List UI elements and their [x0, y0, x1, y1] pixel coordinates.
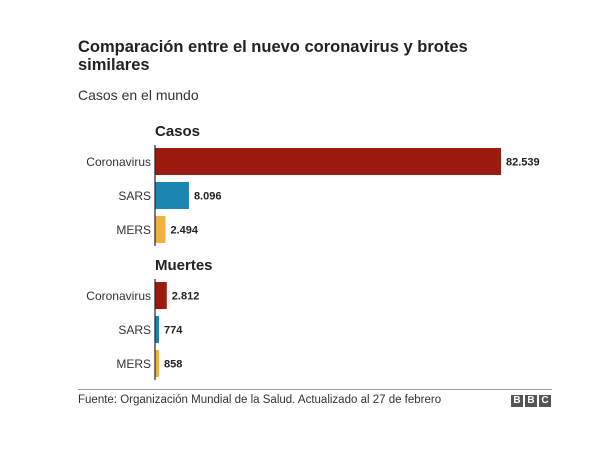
bar-muertes-mers	[155, 350, 159, 377]
category-label-muertes-sars: SARS	[118, 323, 151, 337]
category-label-casos-coronavirus: Coronavirus	[86, 155, 151, 169]
bbc-logo-letter-b2: B	[525, 395, 537, 407]
bbc-logo-letter-c: C	[539, 395, 551, 407]
value-label-muertes-mers: 858	[164, 359, 182, 371]
value-label-casos-coronavirus: 82.539	[506, 157, 540, 169]
bar-muertes-coronavirus	[155, 282, 167, 309]
value-label-muertes-sars: 774	[164, 325, 183, 337]
value-label-muertes-coronavirus: 2.812	[172, 291, 200, 303]
bar-casos-mers	[155, 216, 166, 243]
chart-subtitle: Casos en el mundo	[78, 87, 199, 103]
panel-title-casos: Casos	[155, 123, 200, 140]
value-label-casos-mers: 2.494	[170, 225, 198, 237]
category-label-muertes-mers: MERS	[116, 357, 151, 371]
bar-casos-sars	[155, 182, 189, 209]
bar-casos-coronavirus	[155, 148, 501, 175]
category-label-casos-mers: MERS	[116, 223, 151, 237]
bar-muertes-sars	[155, 316, 159, 343]
category-label-casos-sars: SARS	[118, 189, 151, 203]
category-label-muertes-coronavirus: Coronavirus	[86, 289, 151, 303]
source-note: Fuente: Organización Mundial de la Salud…	[78, 394, 442, 406]
bbc-logo-letter-b1: B	[511, 395, 523, 407]
bbc-logo: B B C	[511, 395, 551, 407]
panel-title-muertes: Muertes	[155, 257, 213, 274]
chart-title: Comparación entre el nuevo coronavirus y…	[78, 38, 468, 74]
footer-divider	[78, 389, 552, 390]
value-label-casos-sars: 8.096	[194, 191, 222, 203]
